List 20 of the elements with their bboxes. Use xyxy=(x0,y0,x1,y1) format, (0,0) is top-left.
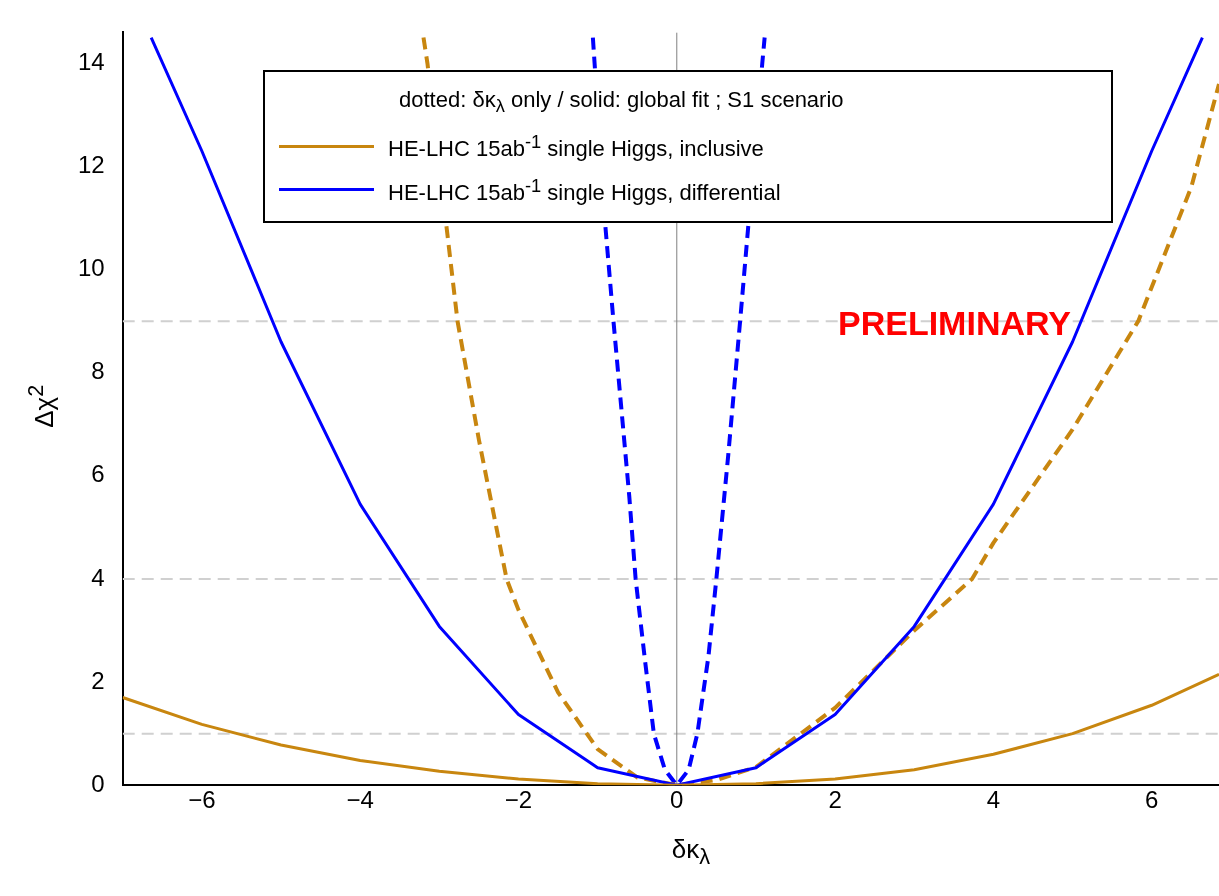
legend-label: HE-LHC 15ab$^{-1}$ single Higgs, inclusive xyxy=(388,130,764,164)
y-tick-label: 0 xyxy=(91,769,105,797)
x-tick-label: −4 xyxy=(346,786,374,814)
x-tick-label: 6 xyxy=(1145,786,1159,814)
annotation: PRELIMINARY xyxy=(838,304,1071,343)
y-tick-label: 2 xyxy=(91,666,105,694)
legend-label: HE-LHC 15ab$^{-1}$ single Higgs, differential xyxy=(388,173,781,208)
x-tick-label: −2 xyxy=(504,786,533,814)
y-tick-label: 6 xyxy=(91,460,105,488)
y-tick-label: 12 xyxy=(77,151,105,179)
x-tick-label: −6 xyxy=(188,786,216,814)
y-tick-label: 8 xyxy=(91,357,105,385)
x-tick-label: 0 xyxy=(670,786,684,814)
x-tick-label: 2 xyxy=(828,786,842,814)
y-tick-label: 14 xyxy=(77,47,105,75)
x-axis-title: δκ$_{λ}$ xyxy=(670,834,712,871)
x-tick-label: 4 xyxy=(986,786,1001,814)
legend-title: dotted: δκ$_{λ}$ only / solid: global fit ; S1 scenario xyxy=(398,86,845,119)
y-tick-label: 10 xyxy=(77,254,105,282)
y-tick-label: 4 xyxy=(91,563,105,591)
